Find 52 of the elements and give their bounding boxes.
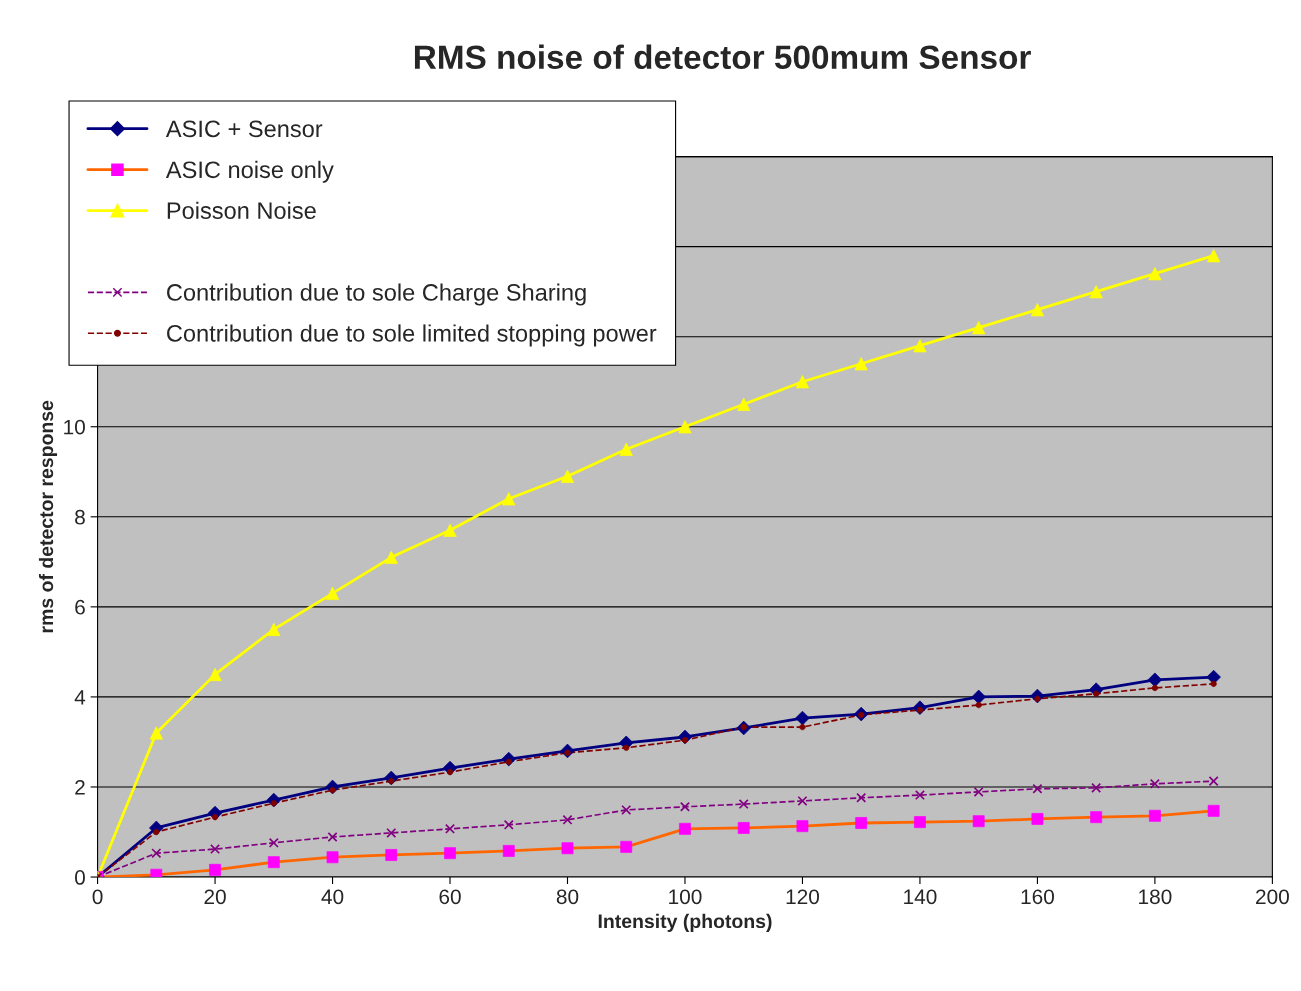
legend-label: Contribution due to sole Charge Sharing — [167, 283, 586, 306]
x-tick-label: 120 — [786, 889, 820, 905]
legend-label: Contribution due to sole limited stopping power — [167, 324, 657, 347]
point — [856, 792, 867, 803]
point — [1032, 783, 1043, 794]
y-axis-title: rms of detector response — [38, 400, 58, 633]
point — [445, 823, 456, 834]
point — [1149, 778, 1160, 789]
x-tick-label: 60 — [439, 889, 461, 905]
point — [150, 868, 163, 878]
y-tick-label: 4 — [74, 690, 86, 705]
point — [1091, 782, 1102, 793]
point — [385, 849, 398, 861]
point — [679, 801, 690, 812]
point — [738, 799, 749, 810]
x-tick-label: 160 — [1021, 889, 1054, 905]
point — [1208, 776, 1219, 787]
point — [268, 837, 279, 848]
y-tick-label: 0 — [75, 870, 85, 885]
y-tick-label: 10 — [64, 419, 85, 435]
point — [503, 819, 514, 830]
x-tick-label: 0 — [92, 889, 103, 905]
point — [209, 863, 221, 876]
legend-label: ASIC noise only — [165, 160, 334, 183]
legend-label: ASIC + Sensor — [165, 120, 323, 138]
point — [444, 847, 456, 860]
point — [973, 786, 984, 797]
point — [327, 831, 338, 842]
x-tick-label: 100 — [669, 889, 702, 905]
point — [737, 822, 750, 834]
x-tick-label: 180 — [1139, 889, 1172, 905]
point — [914, 790, 925, 801]
x-tick-label: 140 — [904, 889, 937, 905]
point — [797, 795, 808, 806]
point — [1031, 813, 1044, 825]
point — [679, 822, 691, 835]
x-tick-label: 80 — [556, 889, 579, 905]
legend-label: Poisson Noise — [167, 201, 316, 220]
point — [621, 804, 632, 815]
point — [151, 848, 162, 859]
x-tick-label: 20 — [204, 889, 226, 905]
point — [210, 844, 221, 855]
point — [386, 827, 397, 838]
y-tick-label: 8 — [75, 509, 85, 525]
y-tick-label: 6 — [75, 599, 85, 615]
x-tick-label: 40 — [321, 889, 344, 905]
y-tick-label: 2 — [75, 779, 85, 795]
chart-title: RMS noise of detector 500mum Sensor — [414, 44, 1031, 70]
x-axis-title: Intensity (photons) — [598, 913, 772, 932]
point — [855, 817, 868, 829]
x-tick-label: 200 — [1256, 889, 1289, 905]
point — [562, 814, 573, 825]
